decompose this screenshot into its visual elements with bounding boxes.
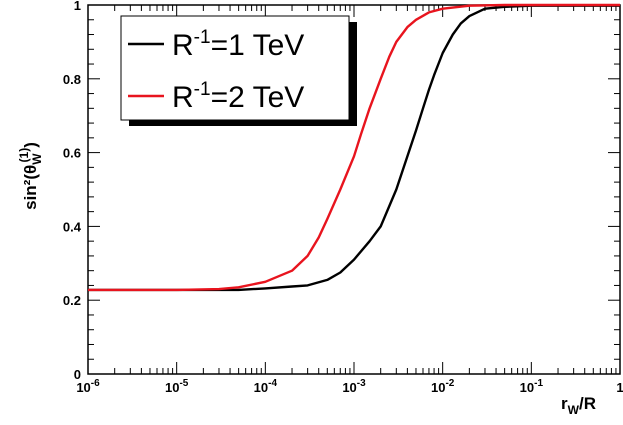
series-line-1 <box>88 4 620 292</box>
x-tick-label: 1 <box>616 380 623 395</box>
legend-label: R-1=1 TeV <box>172 27 304 62</box>
y-tick-label: 0 <box>74 367 81 382</box>
legend-box <box>120 15 350 121</box>
series-lines <box>88 3 620 292</box>
y-tick-label: 0.2 <box>63 293 81 308</box>
x-tick-label: 10-4 <box>254 378 278 395</box>
y-axis-title: sin²(θW(1)) <box>17 142 44 210</box>
x-tick-label: 10-3 <box>342 378 366 395</box>
x-tick-label: 10-6 <box>76 378 100 395</box>
x-tick-label: 10-5 <box>165 378 189 395</box>
x-tick-label: 10-1 <box>520 378 544 395</box>
y-tick-label: 1 <box>74 0 81 13</box>
series-line-2 <box>88 3 620 292</box>
y-axis-tick-labels: 0 0.2 0.4 0.6 0.8 1 <box>63 0 82 382</box>
legend-label: R-1=2 TeV <box>172 79 304 114</box>
y-tick-label: 0.4 <box>63 219 82 234</box>
y-axis-ticks <box>88 4 620 375</box>
legend: R-1=1 TeV R-1=2 TeV <box>120 15 357 126</box>
x-tick-label: 10-2 <box>431 378 455 395</box>
x-axis-title: rW/R <box>561 394 596 417</box>
y-tick-label: 0.6 <box>63 146 81 161</box>
x-axis-tick-labels: 10-6 10-5 10-4 10-3 10-2 10-1 1 <box>76 378 623 395</box>
y-tick-label: 0.8 <box>63 72 81 87</box>
